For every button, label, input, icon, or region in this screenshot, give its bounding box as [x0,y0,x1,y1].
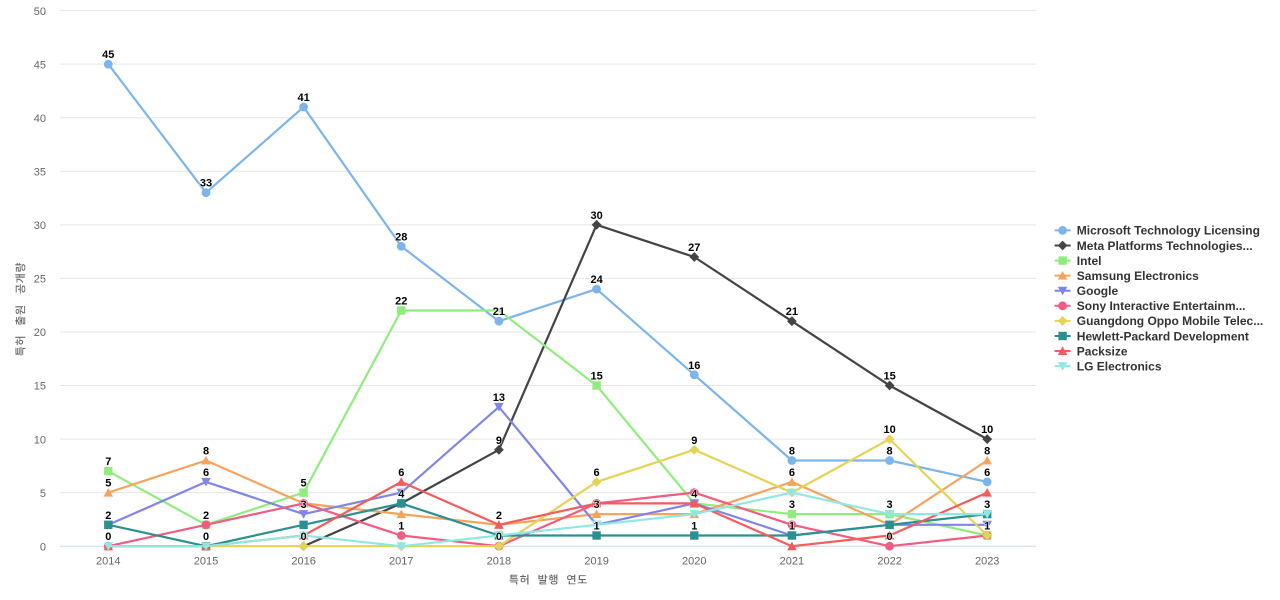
svg-text:3: 3 [789,499,795,511]
svg-text:2014: 2014 [96,556,120,568]
svg-text:Microsoft Technology Licensing: Microsoft Technology Licensing [1077,224,1260,238]
svg-text:10: 10 [883,424,895,436]
svg-text:1: 1 [691,521,697,533]
svg-text:2016: 2016 [291,556,315,568]
svg-text:Samsung Electronics: Samsung Electronics [1077,269,1199,283]
svg-text:20: 20 [34,327,46,339]
svg-text:0: 0 [105,531,111,543]
svg-text:2023: 2023 [975,556,999,568]
svg-text:0: 0 [496,531,502,543]
svg-text:28: 28 [395,231,407,243]
svg-text:2: 2 [105,510,111,522]
svg-text:2017: 2017 [389,556,413,568]
svg-text:15: 15 [34,381,46,393]
svg-text:2022: 2022 [877,556,901,568]
svg-text:5: 5 [105,478,111,490]
svg-text:10: 10 [34,434,46,446]
svg-text:15: 15 [883,371,895,383]
svg-text:0: 0 [887,531,893,543]
svg-text:35: 35 [34,167,46,179]
svg-text:4: 4 [691,488,698,500]
svg-text:6: 6 [789,467,795,479]
svg-text:0: 0 [301,531,307,543]
svg-text:15: 15 [590,371,602,383]
svg-text:13: 13 [493,392,505,404]
svg-text:45: 45 [34,59,46,71]
svg-text:2018: 2018 [487,556,511,568]
svg-text:6: 6 [398,467,404,479]
svg-text:21: 21 [493,306,505,318]
svg-text:Meta Platforms Technologies...: Meta Platforms Technologies... [1077,239,1253,253]
svg-text:5: 5 [301,478,307,490]
svg-text:Sony Interactive Entertainm...: Sony Interactive Entertainm... [1077,299,1246,313]
svg-text:8: 8 [203,446,209,458]
svg-text:33: 33 [200,178,212,190]
svg-text:9: 9 [496,435,502,447]
svg-text:40: 40 [34,113,46,125]
svg-text:3: 3 [984,499,990,511]
svg-text:30: 30 [590,210,602,222]
svg-text:10: 10 [981,424,993,436]
svg-text:2019: 2019 [584,556,608,568]
svg-text:LG Electronics: LG Electronics [1077,359,1162,373]
svg-text:1: 1 [984,521,990,533]
svg-text:24: 24 [590,274,603,286]
svg-text:8: 8 [984,446,990,458]
svg-text:3: 3 [594,499,600,511]
svg-text:25: 25 [34,274,46,286]
svg-text:2: 2 [203,510,209,522]
svg-text:7: 7 [105,456,111,468]
svg-text:27: 27 [688,242,700,254]
svg-text:6: 6 [203,467,209,479]
svg-text:5: 5 [40,488,46,500]
svg-text:1: 1 [789,521,795,533]
svg-text:3: 3 [887,499,893,511]
svg-text:Intel: Intel [1077,254,1102,268]
svg-text:Hewlett-Packard Development: Hewlett-Packard Development [1077,329,1249,343]
svg-text:1: 1 [398,521,404,533]
svg-text:8: 8 [887,446,893,458]
svg-text:41: 41 [297,92,309,104]
svg-text:Guangdong Oppo Mobile Telec...: Guangdong Oppo Mobile Telec... [1077,314,1263,328]
svg-text:2015: 2015 [194,556,218,568]
svg-text:2020: 2020 [682,556,706,568]
svg-text:6: 6 [594,467,600,479]
svg-text:16: 16 [688,360,700,372]
svg-text:4: 4 [398,488,405,500]
svg-text:30: 30 [34,220,46,232]
svg-text:2: 2 [496,510,502,522]
svg-text:2021: 2021 [780,556,804,568]
svg-text:6: 6 [984,467,990,479]
svg-text:21: 21 [786,306,798,318]
svg-text:1: 1 [594,521,600,533]
svg-text:45: 45 [102,49,114,61]
svg-text:8: 8 [789,446,795,458]
svg-text:22: 22 [395,296,407,308]
svg-text:50: 50 [34,6,46,18]
svg-text:0: 0 [203,531,209,543]
svg-text:3: 3 [301,499,307,511]
svg-text:0: 0 [40,541,46,553]
svg-text:Google: Google [1077,284,1119,298]
svg-text:Packsize: Packsize [1077,344,1128,358]
svg-text:9: 9 [691,435,697,447]
